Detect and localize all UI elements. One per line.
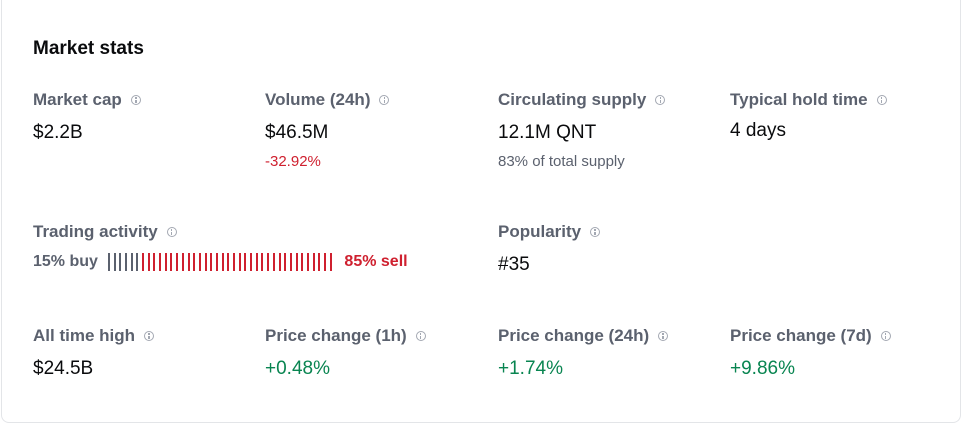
sell-bar bbox=[193, 253, 196, 271]
stat-trading-activity-label: Trading activity bbox=[33, 222, 177, 242]
sell-bar bbox=[176, 253, 179, 271]
buy-bar bbox=[136, 253, 139, 271]
stat-circulating-supply: Circulating supply 12.1M QNT 83% of tota… bbox=[498, 90, 666, 170]
stat-label: Typical hold time bbox=[730, 90, 868, 109]
stat-value: +9.86% bbox=[730, 358, 795, 379]
sell-bar bbox=[238, 253, 241, 271]
sell-bar bbox=[324, 253, 327, 271]
stat-label: Circulating supply bbox=[498, 90, 647, 109]
sell-bar bbox=[187, 253, 190, 271]
stat-value: #35 bbox=[498, 254, 530, 275]
info-icon[interactable] bbox=[590, 227, 601, 237]
stat-value: +1.74% bbox=[498, 358, 563, 379]
volume-change: -32.92% bbox=[265, 153, 321, 170]
sell-bar bbox=[221, 253, 224, 271]
stat-value: 12.1M QNT bbox=[498, 122, 597, 143]
stat-volume: Volume (24h) $46.5M -32.92% bbox=[265, 90, 390, 170]
sell-bar bbox=[306, 253, 309, 271]
stat-market-cap: Market cap $2.2B bbox=[33, 90, 141, 144]
sell-bar bbox=[250, 253, 253, 271]
sell-bar bbox=[272, 253, 275, 271]
activity-bars bbox=[107, 253, 336, 271]
buy-percent: 15% buy bbox=[33, 253, 98, 270]
stat-value: 4 days bbox=[730, 120, 786, 141]
stat-label: Trading activity bbox=[33, 222, 158, 241]
sell-percent: 85% sell bbox=[344, 253, 408, 270]
sell-bar bbox=[312, 253, 315, 271]
buy-bar bbox=[113, 253, 116, 271]
info-icon[interactable] bbox=[415, 331, 426, 341]
stat-price-change-24h: Price change (24h) +1.74% bbox=[498, 326, 669, 380]
stat-label: Popularity bbox=[498, 222, 582, 241]
sell-bar bbox=[295, 253, 298, 271]
buy-bar bbox=[124, 253, 127, 271]
stat-label: Volume (24h) bbox=[265, 90, 371, 109]
stat-value: $2.2B bbox=[33, 122, 83, 143]
sell-bar bbox=[244, 253, 247, 271]
sell-bar bbox=[329, 253, 332, 271]
sell-bar bbox=[159, 253, 162, 271]
sell-bar bbox=[164, 253, 167, 271]
sell-bar bbox=[289, 253, 292, 271]
buy-bar bbox=[107, 253, 110, 271]
stat-typical-hold-time: Typical hold time 4 days bbox=[730, 90, 887, 142]
section-title: Market stats bbox=[33, 38, 144, 59]
trading-activity-bar: 15% buy 85% sell bbox=[33, 253, 408, 271]
info-icon[interactable] bbox=[379, 95, 390, 105]
sell-bar bbox=[318, 253, 321, 271]
sell-bar bbox=[142, 253, 145, 271]
info-icon[interactable] bbox=[130, 95, 141, 105]
stat-value: $24.5B bbox=[33, 358, 94, 379]
sell-bar bbox=[198, 253, 201, 271]
stat-popularity: Popularity #35 bbox=[498, 222, 601, 276]
sell-bar bbox=[181, 253, 184, 271]
stat-label: Price change (24h) bbox=[498, 326, 650, 345]
stat-all-time-high: All time high $24.5B bbox=[33, 326, 154, 380]
stat-value: $46.5M bbox=[265, 122, 329, 143]
sell-bar bbox=[170, 253, 173, 271]
info-icon[interactable] bbox=[166, 227, 177, 237]
sell-bar bbox=[147, 253, 150, 271]
sell-bar bbox=[284, 253, 287, 271]
sell-bar bbox=[233, 253, 236, 271]
supply-note: 83% of total supply bbox=[498, 153, 625, 170]
sell-bar bbox=[301, 253, 304, 271]
sell-bar bbox=[255, 253, 258, 271]
stat-price-change-1h: Price change (1h) +0.48% bbox=[265, 326, 426, 380]
info-icon[interactable] bbox=[655, 95, 666, 105]
buy-bar bbox=[119, 253, 122, 271]
stat-label: Price change (1h) bbox=[265, 326, 407, 345]
stat-value: +0.48% bbox=[265, 358, 330, 379]
stat-label: All time high bbox=[33, 326, 135, 345]
buy-bar bbox=[130, 253, 133, 271]
info-icon[interactable] bbox=[880, 331, 891, 341]
sell-bar bbox=[204, 253, 207, 271]
info-icon[interactable] bbox=[144, 331, 154, 341]
stat-label: Price change (7d) bbox=[730, 326, 872, 345]
info-icon[interactable] bbox=[658, 331, 669, 341]
sell-bar bbox=[267, 253, 270, 271]
sell-bar bbox=[227, 253, 230, 271]
sell-bar bbox=[153, 253, 156, 271]
sell-bar bbox=[261, 253, 264, 271]
info-icon[interactable] bbox=[876, 95, 887, 105]
sell-bar bbox=[210, 253, 213, 271]
sell-bar bbox=[278, 253, 281, 271]
stat-label: Market cap bbox=[33, 90, 122, 109]
sell-bar bbox=[215, 253, 218, 271]
stat-price-change-7d: Price change (7d) +9.86% bbox=[730, 326, 891, 380]
